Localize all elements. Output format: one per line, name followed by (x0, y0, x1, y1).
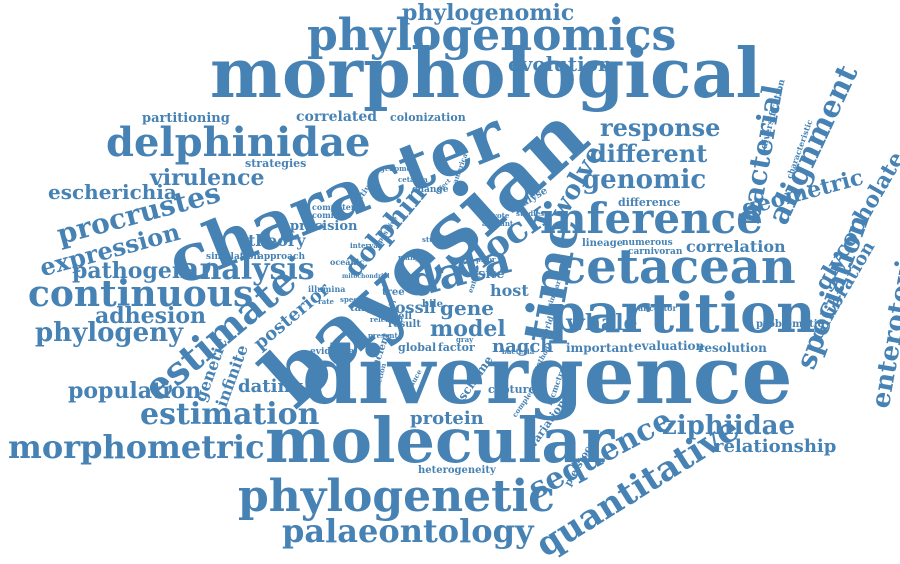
word-carnivoran: carnivoran (628, 247, 683, 257)
word-cell: cell (392, 311, 413, 322)
word-account: account (482, 219, 514, 228)
word-bile: bile (422, 299, 443, 310)
word-problematic: problematic (756, 319, 824, 330)
word-response: response (600, 113, 721, 142)
word-precision: precision (290, 219, 358, 234)
word-resolution: resolution (698, 341, 767, 355)
word-virulence: virulence (150, 165, 265, 191)
word-escherichia: escherichia (48, 180, 177, 204)
word-dating: dating (238, 376, 304, 397)
word-whale: whale (566, 310, 638, 336)
word-result: result (388, 319, 421, 330)
word-genomic: genomic (582, 165, 707, 195)
word-tree: tree (382, 287, 405, 298)
word-analysis: analysis (180, 252, 315, 287)
word-ziphiidae: ziphiidae (662, 411, 796, 441)
word-inference: inference (540, 194, 763, 243)
word-continuous: continuous (28, 273, 254, 315)
word-mitochondrial: mitochondrial (342, 273, 390, 280)
word-colonization: colonization (390, 111, 466, 124)
word-pathogen: pathogen (72, 258, 188, 284)
word-target: target (350, 303, 385, 314)
word-interval: interval (350, 241, 381, 250)
word-coyote: coyote (484, 211, 510, 220)
word-phylogenomics: phylogenomics (307, 10, 677, 61)
word-rate: rate (318, 297, 334, 306)
word-study: study (422, 235, 444, 244)
word-theory: theory (248, 231, 306, 250)
word-studies: studies (516, 209, 545, 218)
word-delphinidae: delphinidae (106, 119, 371, 166)
word-divergence: divergence (302, 328, 793, 422)
word-partition: partition (548, 281, 816, 345)
word-evaluation: evaluation (634, 339, 705, 353)
word-evidence: evidence (310, 347, 355, 357)
word-oceanic: oceanic (330, 257, 365, 267)
word-correlated: correlated (296, 109, 378, 125)
word-fossil: fossil (388, 298, 436, 317)
word-morphological: morphological (210, 34, 762, 114)
word-model: model (430, 316, 506, 342)
word-capture: capture (488, 383, 536, 396)
word-nagch: nagch (492, 336, 554, 357)
word-evolution: evolution (508, 52, 613, 76)
word-partitioning: partitioning (142, 111, 230, 126)
word-released: released (370, 315, 404, 324)
word-factor: factor (438, 341, 475, 354)
word-common: common (312, 210, 351, 220)
word-site: site (478, 267, 505, 282)
word-present: present (368, 331, 398, 340)
word-morphometric: morphometric (8, 428, 265, 466)
word-gene: gene (440, 296, 494, 320)
word-approach: approach (258, 252, 306, 262)
word-adhesion: adhesion (95, 303, 207, 329)
word-numerous: numerous (622, 238, 673, 248)
word-phylogeny: phylogeny (35, 318, 184, 348)
word-illumina: illumina (308, 284, 346, 294)
word-phylogenetic: phylogenetic (238, 471, 555, 522)
word-protein: protein (410, 408, 484, 429)
word-molecular: molecular (265, 404, 615, 477)
word-different: different (590, 139, 708, 168)
word-gray: gray (456, 335, 474, 344)
word-simulation: simulation (206, 252, 260, 262)
word-cetacea: cetacea (398, 175, 428, 184)
word-heterogeneity: heterogeneity (418, 465, 496, 476)
word-difference: difference (618, 196, 681, 209)
word-host: host (490, 281, 529, 300)
word-genome: genome (380, 164, 411, 173)
word-prior: prior (476, 255, 496, 264)
word-palaeontology: palaeontology (282, 512, 534, 550)
word-computer: computer (312, 202, 356, 212)
word-change: change (412, 185, 449, 195)
word-ancestor: ancestor (638, 303, 677, 313)
word-strategies: strategies (245, 157, 307, 170)
word-lineage: lineage (582, 238, 624, 249)
word-correlation: correlation (686, 237, 786, 256)
word-estimation: estimation (140, 397, 320, 432)
word-many: many (398, 253, 420, 262)
word-cetacean: cetacean (557, 239, 796, 295)
word-relationship: relationship (714, 436, 837, 457)
word-bacteria: bacteria (502, 347, 535, 356)
word-phylogenomic: phylogenomic (402, 0, 575, 26)
word-global: global (398, 341, 437, 354)
word-specific: specific (340, 295, 370, 304)
word-important: important (566, 341, 634, 355)
word-population: population (68, 378, 202, 404)
